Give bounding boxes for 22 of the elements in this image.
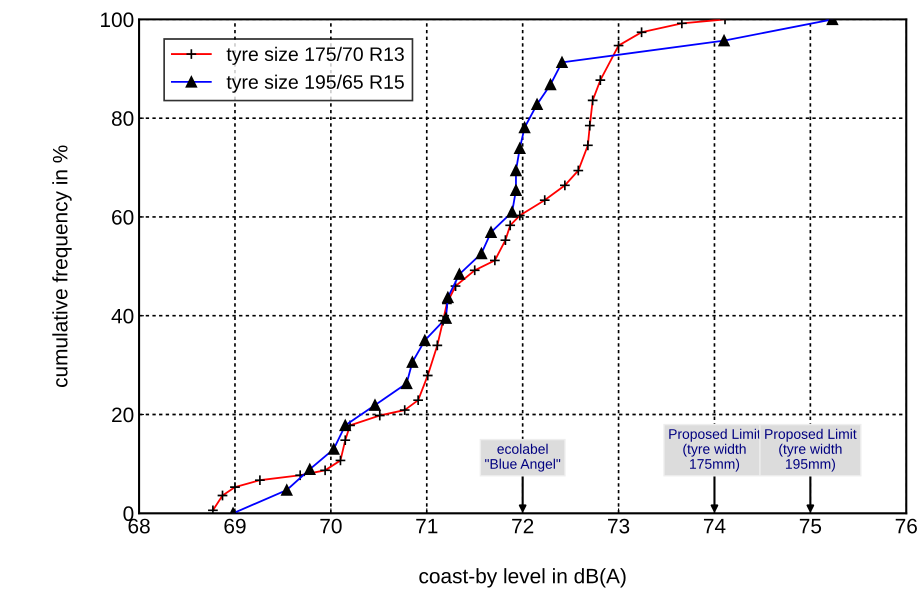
legend-label: tyre size 195/65 R15 xyxy=(226,74,404,93)
y-tick-label: 20 xyxy=(112,408,134,422)
x-tick-label: 73 xyxy=(608,518,630,534)
x-tick-label: 74 xyxy=(704,518,726,534)
x-tick-label: 68 xyxy=(128,518,150,534)
x-tick-label: 75 xyxy=(800,518,822,534)
x-tick-label: 70 xyxy=(320,518,342,534)
x-tick-label: 69 xyxy=(224,518,246,534)
x-tick-label: 71 xyxy=(416,518,438,534)
y-tick-label: 0 xyxy=(123,506,134,522)
x-tick-label: 72 xyxy=(512,518,534,534)
y-tick-label: 60 xyxy=(112,210,134,225)
y-tick-label: 40 xyxy=(112,308,134,324)
x-tick-label: 76 xyxy=(896,518,917,534)
annotation: Proposed Limit (tyre width 175mm) xyxy=(669,428,761,472)
annotation: ecolabel "Blue Angel" xyxy=(485,444,560,472)
annotation: Proposed Limit (tyre width 195mm) xyxy=(765,428,857,472)
legend-label: tyre size 175/70 R13 xyxy=(226,46,404,65)
y-tick-label: 80 xyxy=(112,111,134,126)
x-axis-title: coast-by level in dB(A) xyxy=(419,568,626,588)
y-axis-title: cumulative frequency in % xyxy=(52,145,72,388)
y-tick-label: 100 xyxy=(101,12,134,28)
